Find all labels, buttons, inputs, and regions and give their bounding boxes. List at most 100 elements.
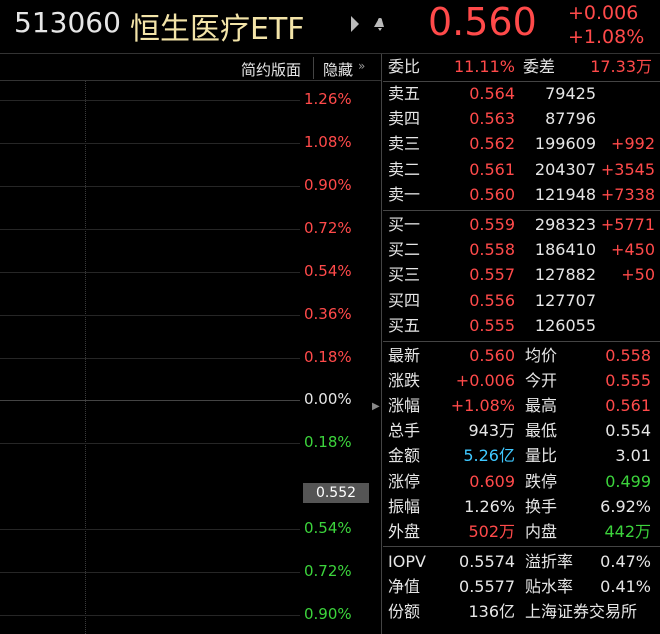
expand-icon[interactable] (351, 16, 359, 32)
stat-value: 1.26% (464, 496, 515, 516)
axis-label: 0.54% (304, 519, 352, 537)
level-change: +5771 (600, 215, 655, 234)
panel-divider (381, 54, 382, 634)
stat-value: 0.560 (469, 346, 515, 365)
grid-line (0, 572, 300, 573)
section-divider (383, 210, 660, 211)
grid-line (0, 100, 300, 101)
stat-value: 6.92% (600, 496, 651, 516)
stat-label: 内盘 (525, 521, 558, 541)
axis-label: 0.54% (304, 262, 352, 280)
section-divider (383, 546, 660, 547)
grid-line (0, 400, 300, 401)
level-volume: 127882 (534, 265, 596, 285)
stock-name: 恒生医疗ETF (130, 12, 305, 47)
grid-line (0, 272, 300, 273)
level-volume: 186410 (534, 240, 596, 260)
collapse-arrow[interactable]: ▶ (372, 401, 380, 412)
level-price: 0.560 (469, 184, 515, 204)
info-label: IOPV (388, 552, 426, 571)
stat-value: +0.006 (455, 371, 515, 391)
level-price: 0.564 (469, 84, 515, 103)
axis-label: 0.90% (304, 176, 352, 194)
stat-value: 502万 (468, 521, 515, 541)
section-divider (383, 81, 660, 82)
stat-value: 3.01 (615, 446, 651, 466)
info-value: 0.5574 (459, 552, 515, 571)
last-price: 0.560 (428, 0, 537, 44)
grid-line (0, 229, 300, 230)
stat-value: 0.554 (605, 421, 651, 441)
axis-label: 1.26% (304, 90, 352, 108)
level-change: +3545 (600, 159, 655, 179)
level-price: 0.562 (469, 134, 515, 154)
stat-label: 外盘 (388, 521, 421, 541)
stat-value: 0.555 (605, 371, 651, 391)
stat-label: 最高 (525, 396, 558, 416)
stat-label: 今开 (525, 371, 558, 391)
info-label: 贴水率 (525, 577, 574, 596)
section-divider (383, 341, 660, 342)
diff-label: 委差 (523, 57, 556, 76)
stat-value: +1.08% (450, 396, 515, 416)
axis-label: 0.18% (304, 348, 352, 366)
grid-line (0, 615, 300, 616)
level-label: 卖一 (388, 184, 421, 204)
axis-label: 0.90% (304, 605, 352, 623)
level-volume: 298323 (534, 215, 596, 234)
grid-line (0, 529, 300, 530)
level-change: +450 (611, 240, 655, 260)
header-icons (351, 16, 384, 32)
diff-value: 17.33万 (590, 57, 652, 76)
ratio-label: 委比 (388, 57, 421, 76)
axis-label: 0.00% (304, 390, 352, 408)
grid-line (0, 358, 300, 359)
price-change-pct: +1.08% (568, 26, 645, 48)
axis-label: 1.08% (304, 133, 352, 151)
exchange-name: 上海证券交易所 (525, 602, 638, 621)
hide-arrow: » (358, 59, 366, 73)
level-price: 0.559 (469, 215, 515, 234)
level-price: 0.556 (469, 290, 515, 310)
toolbar-divider (313, 57, 314, 79)
info-label: 净值 (388, 577, 421, 596)
level-price: 0.563 (469, 109, 515, 129)
stat-value: 0.499 (605, 471, 651, 491)
level-label: 卖二 (388, 159, 421, 179)
alert-icon[interactable] (374, 18, 384, 31)
ratio-value: 11.11% (453, 57, 515, 76)
grid-line (0, 186, 300, 187)
level-volume: 121948 (534, 184, 596, 204)
simple-layout-button[interactable]: 简约版面 (241, 61, 302, 79)
info-value: 0.5577 (459, 577, 515, 596)
level-label: 卖五 (388, 84, 421, 103)
stat-label: 跌停 (525, 471, 558, 491)
level-label: 买四 (388, 290, 421, 310)
level-volume: 204307 (534, 159, 596, 179)
stat-value: 442万 (604, 521, 651, 541)
axis-label: 0.72% (304, 219, 352, 237)
level-label: 买二 (388, 240, 421, 260)
stat-label: 换手 (525, 496, 558, 516)
grid-line (0, 315, 300, 316)
hide-button[interactable]: 隐藏 (323, 61, 354, 79)
level-price: 0.558 (469, 240, 515, 260)
axis-label: 0.18% (304, 433, 352, 451)
level-price: 0.555 (469, 315, 515, 335)
level-volume: 199609 (534, 134, 596, 154)
level-label: 卖四 (388, 109, 421, 129)
stat-label: 最低 (525, 421, 558, 441)
level-volume: 127707 (534, 290, 596, 310)
stat-value: 0.558 (605, 346, 651, 365)
axis-label: 0.72% (304, 562, 352, 580)
stat-label: 总手 (388, 421, 421, 441)
stat-value: 0.609 (469, 471, 515, 491)
chart-area: 1.26% 1.08% 0.90% 0.72% 0.54% 0.36% 0.18% 0.00%… (0, 81, 381, 634)
level-label: 买三 (388, 265, 421, 285)
info-value: 136亿 (468, 602, 515, 621)
stat-label: 量比 (525, 446, 558, 466)
level-change: +50 (621, 265, 655, 285)
level-label: 卖三 (388, 134, 421, 154)
